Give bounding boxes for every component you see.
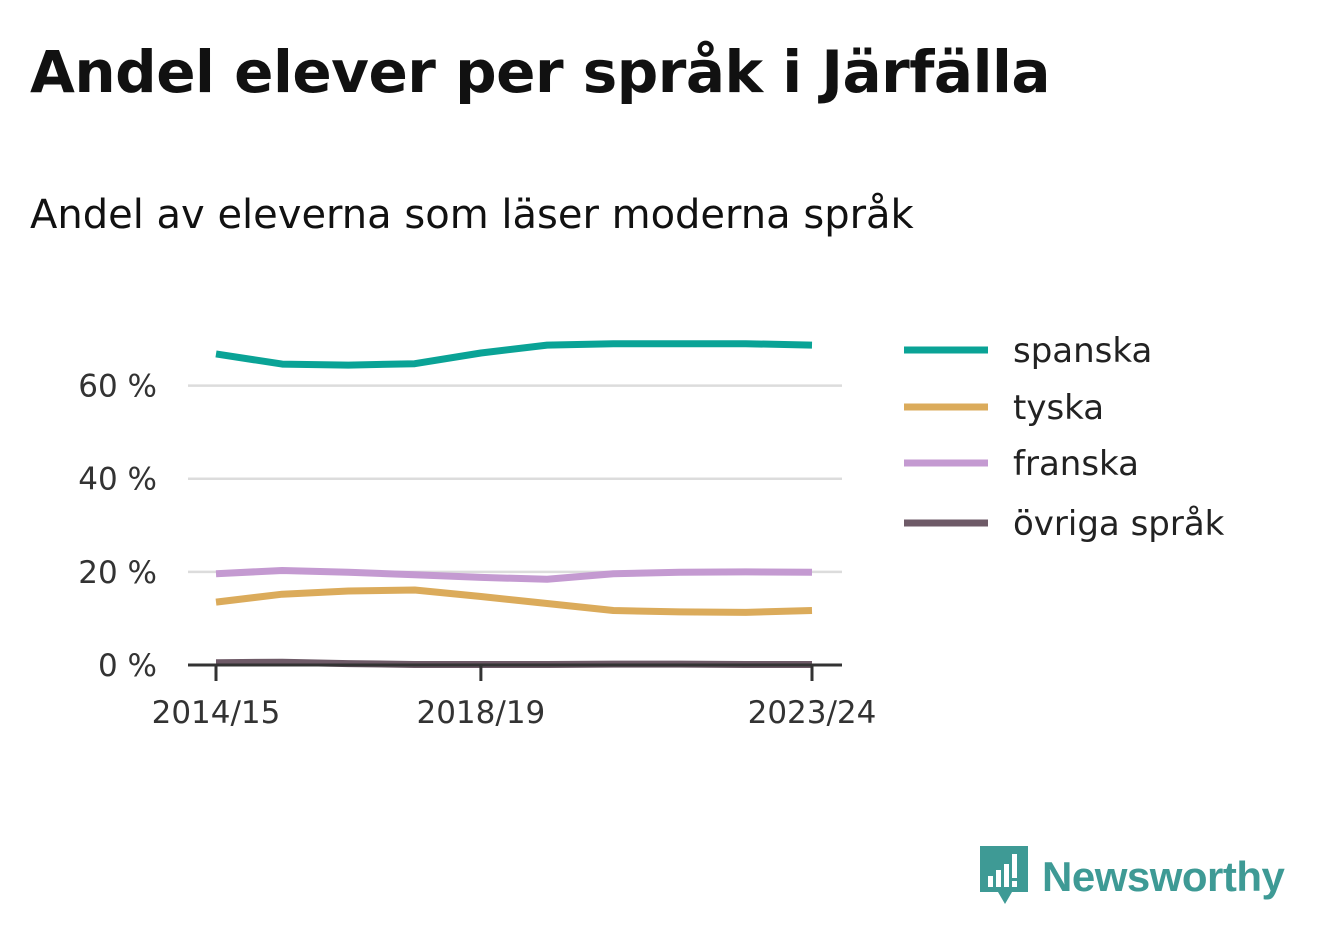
legend-label: franska	[1013, 444, 1139, 484]
brand-name: Newsworthy	[1042, 853, 1285, 900]
grid-layer	[188, 384, 842, 574]
y-tick-label: 40 %	[78, 462, 157, 498]
series-line	[215, 567, 813, 583]
chart-title: Andel elever per språk i Järfälla	[30, 38, 1050, 106]
x-tick-label: 2018/19	[416, 695, 545, 731]
brand-logo: Newsworthy	[980, 846, 1285, 908]
series-layer	[215, 340, 813, 668]
x-tick-label: 2023/24	[748, 695, 877, 731]
series-line	[215, 586, 813, 616]
series-line	[215, 340, 813, 369]
y-tick-label: 20 %	[78, 555, 157, 591]
newsworthy-logo-icon	[980, 846, 1028, 904]
legend-label: övriga språk	[1013, 504, 1225, 544]
y-tick-label: 0 %	[98, 648, 157, 684]
legend-label: spanska	[1013, 331, 1152, 371]
y-tick-label: 60 %	[78, 369, 157, 405]
axis-layer: 0 % 20 % 40 % 60 % 2014/15 2018/19 2023/24	[78, 369, 876, 731]
legend-label: tyska	[1013, 388, 1104, 428]
x-tick-label: 2014/15	[152, 695, 281, 731]
chart-subtitle: Andel av eleverna som läser moderna språ…	[30, 192, 914, 238]
legend: spanska tyska franska övriga språk	[904, 331, 1225, 544]
